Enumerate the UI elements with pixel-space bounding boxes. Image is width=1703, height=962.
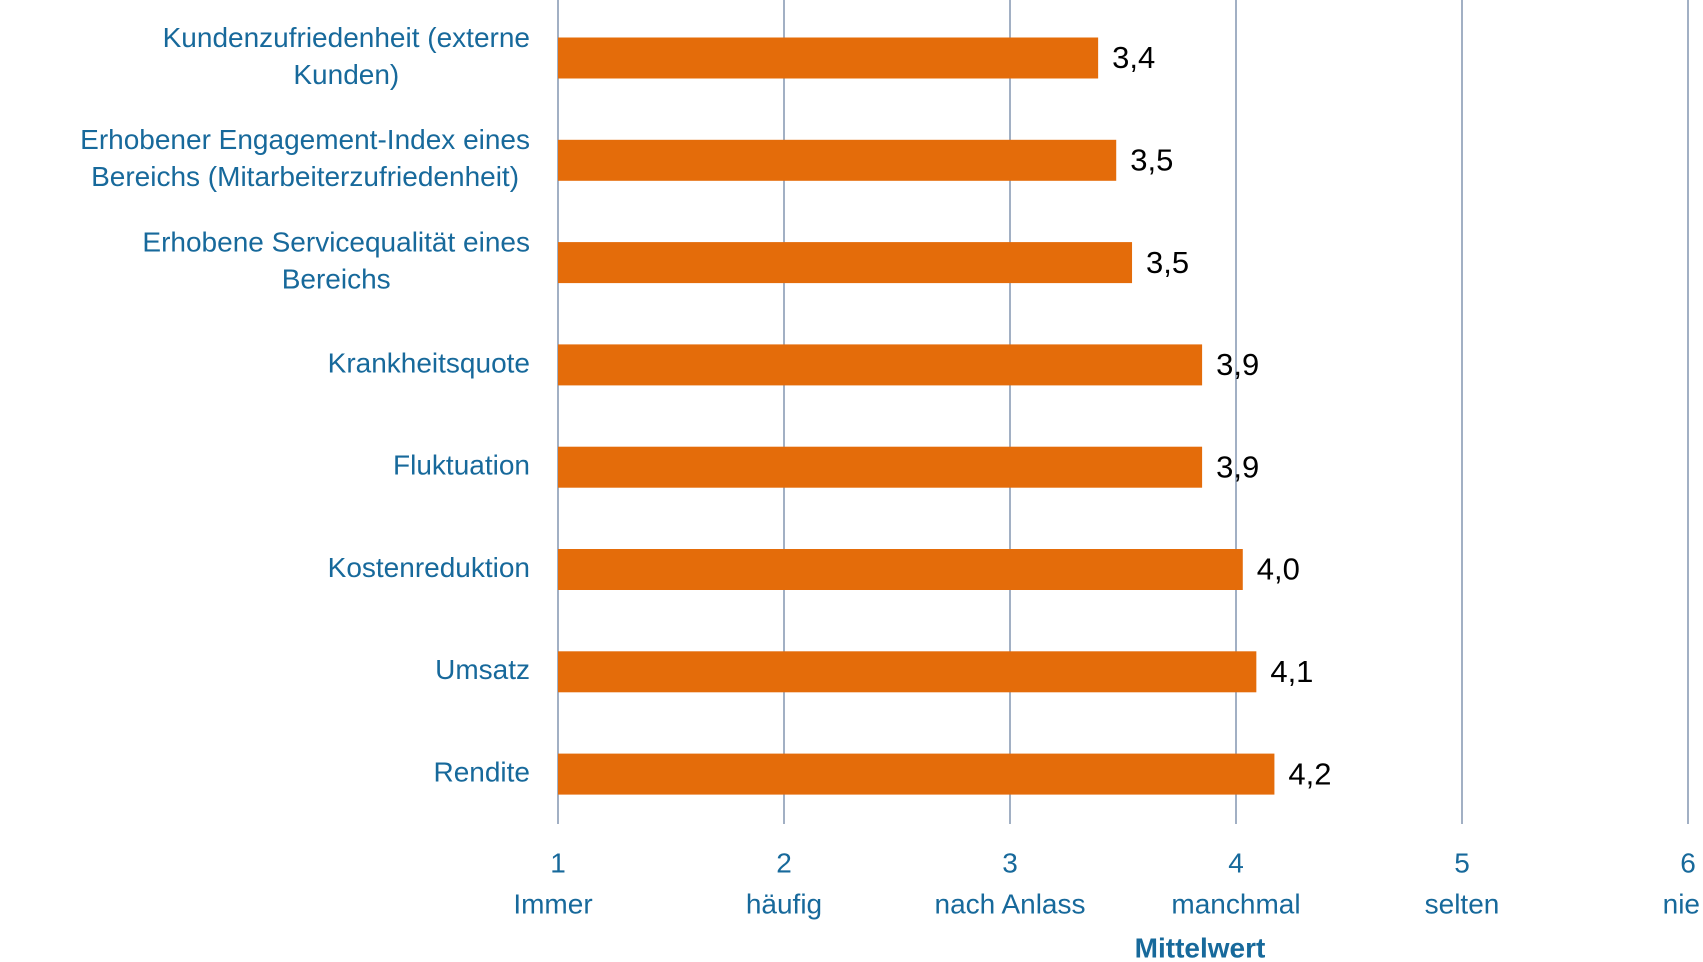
value-label: 3,5 [1130,142,1173,177]
y-tick-label: Bereichs [282,263,391,294]
y-tick-label: Bereichs (Mitarbeiterzufriedenheit) [91,161,519,192]
y-tick-label: Kostenreduktion [328,552,530,583]
value-label: 3,5 [1146,245,1189,280]
x-tick-label: 2 [776,847,792,878]
bar [558,446,1203,488]
value-label: 3,9 [1216,347,1259,382]
y-tick-label: Erhobene Servicequalität eines [142,226,530,257]
value-label: 4,2 [1288,756,1331,791]
bar [558,549,1243,590]
bar [558,242,1133,284]
x-tick-sublabel: Immer [513,888,592,919]
y-tick-label: Kundenzufriedenheit (externe [163,22,530,53]
x-tick-label: 4 [1228,847,1244,878]
bar [558,753,1275,795]
bar [558,651,1257,693]
value-label: 3,9 [1216,449,1259,484]
x-tick-sublabel: häufig [746,888,822,919]
x-axis-title: Mittelwert [1135,932,1266,962]
x-tick-label: 3 [1002,847,1018,878]
x-tick-label: 6 [1680,847,1696,878]
y-tick-label: Erhobener Engagement-Index eines [80,124,530,155]
value-label: 4,0 [1257,552,1300,587]
x-tick-label: 5 [1454,847,1470,878]
bar [558,37,1099,79]
value-label: 4,1 [1270,654,1313,689]
x-tick-sublabel: nie [1663,888,1700,919]
y-tick-label: Fluktuation [393,450,530,481]
x-tick-sublabel: nach Anlass [935,888,1086,919]
x-tick-sublabel: selten [1425,888,1500,919]
x-tick-sublabel: manchmal [1171,888,1300,919]
value-label: 3,4 [1112,40,1155,75]
y-tick-label: Krankheitsquote [328,347,530,378]
bar [558,344,1203,386]
bar [558,139,1117,181]
y-tick-label: Umsatz [435,654,530,685]
y-tick-label: Kunden) [293,59,399,90]
y-tick-label: Rendite [433,756,530,787]
x-tick-label: 1 [550,847,566,878]
